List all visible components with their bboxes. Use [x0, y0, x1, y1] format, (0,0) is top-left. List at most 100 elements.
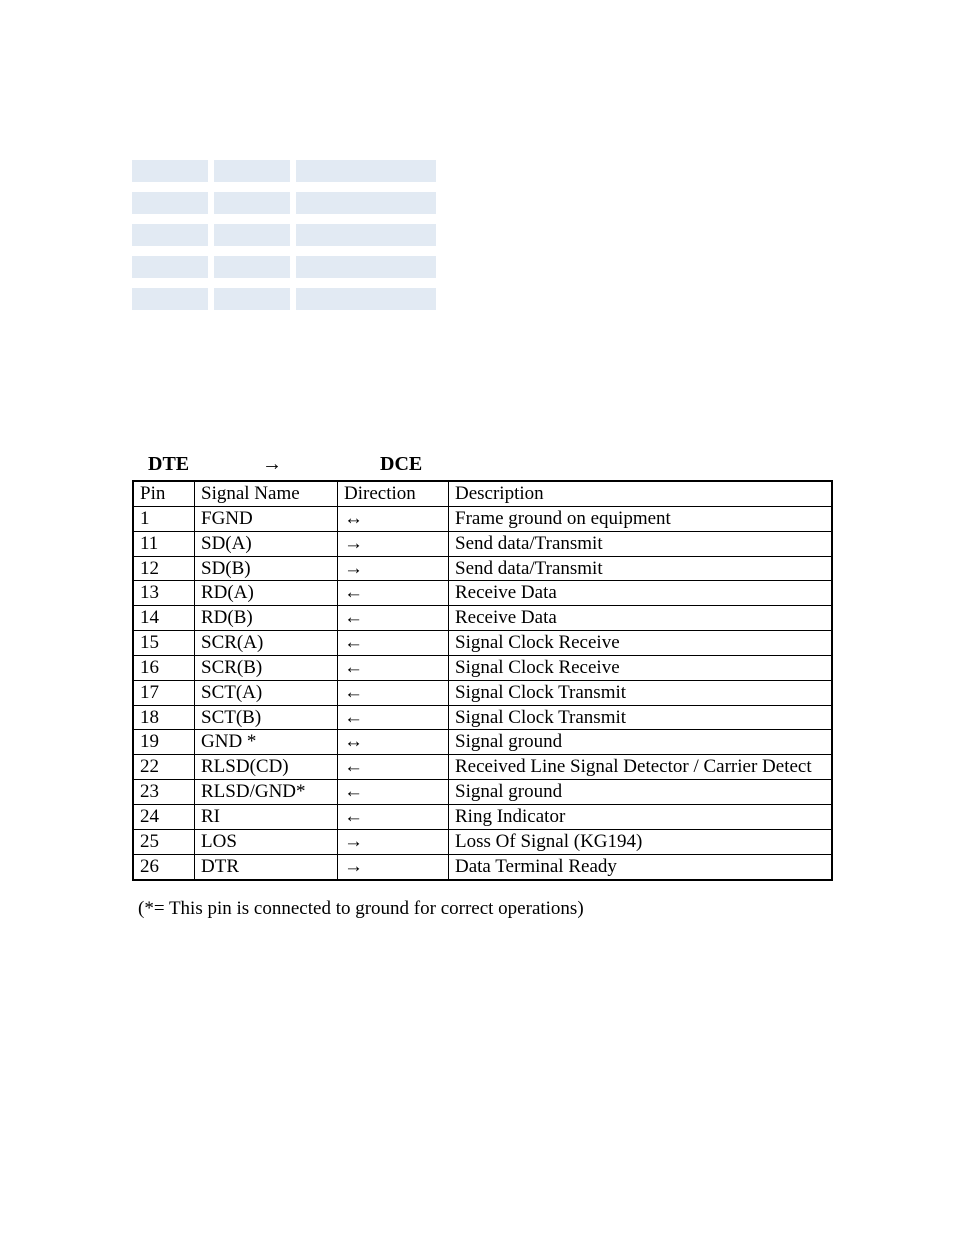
table-row: 11SD(A)→Send data/Transmit [133, 531, 832, 556]
ghost-bar-cell [214, 288, 290, 310]
ghost-bar-cell [132, 256, 208, 278]
table-row: 26DTR→Data Terminal Ready [133, 854, 832, 879]
cell-description: Data Terminal Ready [449, 854, 833, 879]
table-row: 15SCR(A)←Signal Clock Receive [133, 631, 832, 656]
ghost-bar-cell [132, 288, 208, 310]
ghost-bar-row [132, 192, 436, 214]
cell-description: Signal ground [449, 730, 833, 755]
footnote-text: (*= This pin is connected to ground for … [138, 898, 584, 920]
cell-pin: 24 [133, 804, 195, 829]
table-row: 12SD(B)→Send data/Transmit [133, 556, 832, 581]
cell-signal-name: RI [195, 804, 338, 829]
cell-direction: ↔ [338, 506, 449, 531]
ghost-bar-row [132, 160, 436, 182]
cell-description: Signal Clock Receive [449, 631, 833, 656]
ghost-bar-cell [214, 192, 290, 214]
ghost-bars [132, 160, 436, 320]
cell-signal-name: RD(A) [195, 581, 338, 606]
ghost-bar-cell [132, 224, 208, 246]
cell-pin: 14 [133, 606, 195, 631]
cell-pin: 19 [133, 730, 195, 755]
cell-signal-name: LOS [195, 829, 338, 854]
header-dte-label: DTE [148, 453, 189, 476]
cell-pin: 26 [133, 854, 195, 879]
cell-direction: ← [338, 705, 449, 730]
ghost-bar-cell [132, 192, 208, 214]
cell-pin: 25 [133, 829, 195, 854]
cell-signal-name: SD(B) [195, 556, 338, 581]
arrow-right-icon: → [262, 453, 282, 476]
cell-pin: 13 [133, 581, 195, 606]
col-header-direction: Direction [338, 481, 449, 506]
cell-signal-name: SCT(B) [195, 705, 338, 730]
table-row: 22RLSD(CD)←Received Line Signal Detector… [133, 755, 832, 780]
cell-description: Receive Data [449, 581, 833, 606]
ghost-bar-cell [296, 288, 436, 310]
cell-signal-name: SD(A) [195, 531, 338, 556]
ghost-bar-cell [296, 224, 436, 246]
cell-signal-name: RLSD/GND* [195, 780, 338, 805]
cell-signal-name: FGND [195, 506, 338, 531]
cell-description: Signal ground [449, 780, 833, 805]
ghost-bar-cell [296, 256, 436, 278]
table-row: 25LOS→Loss Of Signal (KG194) [133, 829, 832, 854]
table-row: 24RI←Ring Indicator [133, 804, 832, 829]
ghost-bar-cell [296, 160, 436, 182]
cell-direction: ← [338, 680, 449, 705]
cell-pin: 1 [133, 506, 195, 531]
cell-direction: → [338, 531, 449, 556]
ghost-bar-row [132, 224, 436, 246]
cell-signal-name: SCR(B) [195, 655, 338, 680]
cell-direction: → [338, 556, 449, 581]
table-row: 23RLSD/GND*←Signal ground [133, 780, 832, 805]
cell-direction: → [338, 829, 449, 854]
ghost-bar-cell [296, 192, 436, 214]
cell-pin: 18 [133, 705, 195, 730]
cell-description: Signal Clock Receive [449, 655, 833, 680]
cell-signal-name: DTR [195, 854, 338, 879]
cell-direction: ← [338, 606, 449, 631]
table-row: 18SCT(B)←Signal Clock Transmit [133, 705, 832, 730]
col-header-signal-name: Signal Name [195, 481, 338, 506]
table-row: 19GND *↔Signal ground [133, 730, 832, 755]
cell-direction: ← [338, 780, 449, 805]
cell-description: Signal Clock Transmit [449, 680, 833, 705]
cell-direction: ← [338, 581, 449, 606]
page: DTE → DCE Pin Signal Name Direction Desc… [0, 0, 954, 1235]
cell-signal-name: GND * [195, 730, 338, 755]
ghost-bar-cell [214, 256, 290, 278]
ghost-bar-cell [214, 224, 290, 246]
cell-pin: 16 [133, 655, 195, 680]
cell-description: Received Line Signal Detector / Carrier … [449, 755, 833, 780]
table-row: 13RD(A)←Receive Data [133, 581, 832, 606]
col-header-pin: Pin [133, 481, 195, 506]
cell-signal-name: RD(B) [195, 606, 338, 631]
cell-description: Loss Of Signal (KG194) [449, 829, 833, 854]
cell-direction: ← [338, 631, 449, 656]
cell-direction: ← [338, 655, 449, 680]
ghost-bar-row [132, 288, 436, 310]
cell-signal-name: RLSD(CD) [195, 755, 338, 780]
ghost-bar-cell [132, 160, 208, 182]
cell-direction: → [338, 854, 449, 879]
cell-direction: ← [338, 755, 449, 780]
table-row: 16SCR(B)←Signal Clock Receive [133, 655, 832, 680]
header-dce-label: DCE [380, 453, 422, 476]
ghost-bar-row [132, 256, 436, 278]
cell-description: Send data/Transmit [449, 556, 833, 581]
cell-pin: 15 [133, 631, 195, 656]
cell-pin: 11 [133, 531, 195, 556]
cell-description: Ring Indicator [449, 804, 833, 829]
table-row: 1FGND↔Frame ground on equipment [133, 506, 832, 531]
cell-signal-name: SCT(A) [195, 680, 338, 705]
cell-pin: 23 [133, 780, 195, 805]
table-body: 1FGND↔Frame ground on equipment11SD(A)→S… [133, 506, 832, 879]
cell-description: Signal Clock Transmit [449, 705, 833, 730]
cell-pin: 17 [133, 680, 195, 705]
cell-description: Frame ground on equipment [449, 506, 833, 531]
cell-signal-name: SCR(A) [195, 631, 338, 656]
cell-pin: 22 [133, 755, 195, 780]
table-row: 14RD(B)←Receive Data [133, 606, 832, 631]
ghost-bar-cell [214, 160, 290, 182]
col-header-description: Description [449, 481, 833, 506]
